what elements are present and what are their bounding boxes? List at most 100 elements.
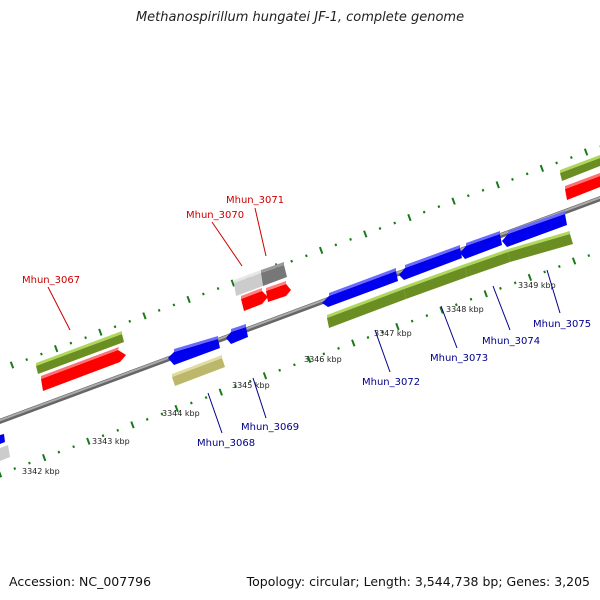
reverse-block-3074[interactable] <box>465 249 510 277</box>
gene-arrow-mhun-3069[interactable] <box>226 324 248 344</box>
scale-tick-label: 3345 kbp <box>232 381 270 390</box>
reverse-track-tick <box>410 319 414 323</box>
reverse-block-3072[interactable] <box>327 286 406 328</box>
forward-track-tick <box>569 156 573 159</box>
scale-tick-label: 3344 kbp <box>162 409 200 418</box>
reverse-track-tick <box>499 286 502 290</box>
forward-track-tick <box>9 361 15 369</box>
gene-label-mhun-3074[interactable]: Mhun_3074 <box>482 336 540 347</box>
reverse-track-tick <box>337 346 340 350</box>
forward-track-tick <box>172 303 176 307</box>
reverse-track-tick <box>587 254 591 258</box>
gene-arrow-mhun-3073[interactable] <box>399 245 462 280</box>
gene-arrow-left-edge[interactable] <box>0 434 5 444</box>
forward-tick-track <box>9 145 600 369</box>
gene-arrow-mhun-3072[interactable] <box>322 268 398 307</box>
reverse-track-tick <box>160 412 164 416</box>
forward-track-tick <box>334 243 338 247</box>
gene-label-mhun-3071[interactable]: Mhun_3071 <box>226 195 284 206</box>
reverse-track-tick <box>262 372 268 380</box>
reverse-track-tick <box>543 270 546 274</box>
reverse-track-tick <box>116 428 120 432</box>
forward-track-tick <box>525 172 529 176</box>
reverse-track-tick <box>86 437 91 445</box>
forward-track-tick <box>305 254 308 258</box>
forward-track-tick <box>363 230 368 238</box>
forward-block-right[interactable] <box>560 155 600 181</box>
other-gene-light[interactable] <box>234 270 263 296</box>
genome-summary-text: Topology: circular; Length: 3,544,738 bp… <box>246 574 590 589</box>
forward-track-tick <box>318 246 324 254</box>
reverse-track-tick <box>381 330 385 334</box>
reverse-track-tick <box>234 385 237 389</box>
reverse-track-tick <box>278 368 282 372</box>
reverse-block-3073[interactable] <box>404 264 467 299</box>
genome-title: Methanospirillum hungatei JF-1, complete… <box>135 10 465 25</box>
reverse-track-tick <box>366 336 370 339</box>
reverse-track-tick <box>469 297 473 301</box>
reverse-track-tick <box>557 265 561 268</box>
reverse-track-tick <box>145 417 149 421</box>
reverse-track-tick <box>351 339 356 347</box>
scale-tick-label: 3343 kbp <box>92 437 130 446</box>
reverse-track-tick <box>454 303 458 307</box>
reverse-track-tick <box>72 445 75 449</box>
gene-label-mhun-3072[interactable]: Mhun_3072 <box>362 377 420 388</box>
reverse-track-tick <box>190 401 193 405</box>
pseudo-block-3068[interactable] <box>172 355 225 386</box>
reverse-track-tick <box>483 290 488 298</box>
forward-block-3067[interactable] <box>36 331 124 374</box>
reverse-track-tick <box>57 450 61 454</box>
reverse-track-tick <box>527 273 533 282</box>
reverse-track-tick <box>101 434 105 438</box>
forward-track-tick <box>98 328 103 336</box>
forward-track-tick <box>113 325 117 329</box>
forward-track-tick <box>290 259 294 263</box>
forward-track-tick <box>128 319 132 323</box>
forward-track-tick <box>40 352 43 356</box>
gene-label-mhun-3075[interactable]: Mhun_3075 <box>533 319 591 330</box>
reverse-track-tick <box>218 388 223 396</box>
forward-track-tick <box>393 221 397 225</box>
gene-arrow-mhun-3071[interactable] <box>266 281 291 302</box>
forward-track-tick <box>481 188 485 192</box>
gene-arrow-right[interactable] <box>565 173 600 200</box>
gene-arrow-mhun-3070[interactable] <box>241 288 268 311</box>
reverse-track-tick <box>293 363 296 367</box>
forward-track-tick <box>437 205 441 209</box>
scale-labels: 3342 kbp 3343 kbp 3344 kbp 3345 kbp 3346 kbp… <box>22 281 556 476</box>
forward-track-tick <box>157 308 161 312</box>
reverse-block-3075[interactable] <box>508 231 573 262</box>
forward-track-tick <box>54 344 59 353</box>
gene-label-mhun-3073[interactable]: Mhun_3073 <box>430 353 488 364</box>
reverse-track-tick <box>13 467 17 471</box>
forward-track-tick <box>378 227 382 230</box>
other-gene-dark[interactable] <box>261 262 287 286</box>
gene-arrow-mhun-3067[interactable] <box>41 347 126 391</box>
gene-arrow-mhun-3068[interactable] <box>168 336 220 365</box>
forward-track-tick <box>216 287 220 291</box>
forward-track-tick <box>142 312 147 320</box>
scale-tick-label: 3347 kbp <box>374 329 412 338</box>
gene-arrow-mhun-3074[interactable] <box>460 231 502 259</box>
gene-label-mhun-3069[interactable]: Mhun_3069 <box>241 422 299 433</box>
forward-track-tick <box>466 194 470 198</box>
reverse-track-tick <box>395 322 400 331</box>
reverse-tick-track <box>0 254 591 478</box>
gene-arrow-mhun-3075[interactable] <box>502 211 567 247</box>
forward-track-tick <box>539 164 545 173</box>
reverse-track-tick <box>306 355 312 363</box>
gene-label-mhun-3068[interactable]: Mhun_3068 <box>197 438 255 449</box>
reverse-track-tick <box>42 453 47 462</box>
forward-track-tick <box>84 336 87 340</box>
other-gene-left[interactable] <box>0 445 10 461</box>
reverse-track-tick <box>248 379 252 383</box>
forward-track-tick <box>186 295 191 304</box>
gene-label-mhun-3070[interactable]: Mhun_3070 <box>186 210 244 221</box>
gene-label-mhun-3067[interactable]: Mhun_3067 <box>22 275 80 286</box>
genome-backbone <box>0 196 600 424</box>
scale-tick-label: 3349 kbp <box>518 281 556 290</box>
reverse-track-tick <box>322 352 326 356</box>
